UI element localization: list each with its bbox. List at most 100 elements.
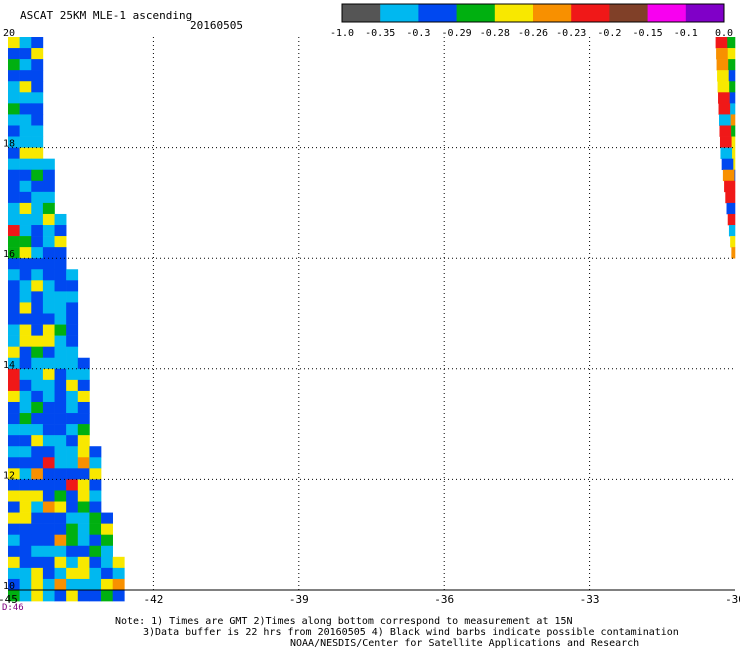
wind-cell [8, 313, 20, 325]
note-line-3: NOAA/NESDIS/Center for Satellite Applica… [290, 638, 640, 649]
wind-cell [77, 357, 90, 370]
wind-cell [42, 490, 55, 502]
lat-tick-label: 20 [3, 28, 15, 39]
wind-cell [31, 424, 44, 436]
wind-cell [66, 368, 79, 381]
wind-cell [77, 545, 90, 558]
wind-cell [66, 302, 79, 314]
wind-cell [31, 379, 44, 392]
wind-cell [77, 534, 90, 547]
lon-tick-label: -33 [580, 593, 600, 606]
wind-cell [54, 523, 67, 535]
wind-cell [42, 567, 55, 580]
wind-cell [54, 401, 67, 414]
legend-swatch [342, 4, 381, 22]
wind-cell [77, 457, 90, 469]
wind-cell [8, 125, 20, 137]
wind-cell [101, 567, 113, 580]
wind-cell [66, 534, 79, 547]
wind-cell [19, 357, 32, 370]
legend-tick-label: -1.0 [330, 28, 354, 39]
wind-cell [720, 147, 733, 159]
wind-cell [54, 302, 67, 314]
wind-cell [54, 335, 67, 347]
wind-cell [19, 169, 32, 182]
wind-cell [19, 48, 32, 60]
wind-cell [54, 545, 67, 558]
wind-cell [42, 479, 55, 491]
wind-cell [77, 501, 90, 513]
wind-cell [66, 567, 79, 580]
wind-cell [66, 357, 79, 370]
lat-tick-label: 12 [3, 470, 15, 481]
wind-cell [19, 103, 32, 115]
wind-cell [19, 158, 32, 171]
wind-cell [31, 81, 44, 93]
wind-cell [8, 556, 20, 569]
wind-cell [42, 435, 55, 447]
wind-cell [77, 567, 90, 580]
lat-tick-label: 16 [3, 249, 15, 260]
wind-cell [66, 346, 79, 359]
wind-cell [8, 136, 20, 148]
wind-cell [77, 523, 90, 535]
wind-cell [54, 446, 67, 458]
wind-cell [19, 136, 32, 148]
wind-cell [19, 457, 32, 469]
wind-cell [54, 346, 67, 359]
lat-tick-label: 10 [3, 581, 15, 592]
legend-swatch [380, 4, 419, 22]
wind-cell [730, 103, 736, 115]
legend-swatch [609, 4, 649, 22]
wind-cell [8, 368, 20, 381]
wind-cell [54, 468, 67, 480]
wind-cell [31, 48, 44, 60]
wind-cell [42, 590, 55, 602]
wind-cell [31, 280, 44, 292]
wind-cell [19, 523, 32, 535]
lon-tick-label: -45 [0, 593, 18, 606]
wind-cell [54, 578, 67, 591]
wind-cell [42, 346, 55, 359]
wind-cell [8, 512, 20, 524]
wind-cell [734, 169, 736, 182]
wind-cell [77, 435, 90, 447]
wind-cell [101, 534, 113, 547]
wind-cell [8, 457, 20, 469]
wind-cell [730, 236, 736, 248]
wind-cell [717, 81, 730, 93]
legend-swatch [647, 4, 687, 22]
wind-cell [19, 390, 32, 403]
wind-cell [77, 446, 90, 458]
wind-cell [730, 114, 736, 126]
wind-cell [8, 324, 20, 336]
wind-cell [42, 379, 55, 392]
wind-cell [54, 357, 67, 370]
wind-cell [8, 169, 20, 182]
wind-cell [54, 225, 67, 237]
swath-west [8, 37, 125, 602]
wind-cell [54, 269, 67, 281]
wind-cell [8, 501, 20, 513]
wind-cell [19, 291, 32, 303]
wind-cell [77, 424, 90, 436]
wind-cell [42, 236, 55, 248]
wind-cell [731, 247, 736, 259]
wind-cell [54, 567, 67, 580]
wind-cell [8, 479, 20, 491]
wind-cell [31, 313, 44, 325]
legend-swatch [533, 4, 572, 22]
wind-cell [31, 114, 44, 126]
wind-cell [8, 490, 20, 502]
wind-cell [8, 158, 20, 171]
lon-tick-label: -42 [143, 593, 163, 606]
wind-cell [8, 446, 20, 458]
wind-cell [42, 401, 55, 414]
wind-cell [31, 158, 44, 171]
wind-cell [8, 578, 20, 591]
wind-cell [19, 479, 32, 491]
wind-cell [19, 490, 32, 502]
wind-cell [31, 446, 44, 458]
wind-cell [19, 81, 32, 93]
wind-cell [77, 590, 90, 602]
